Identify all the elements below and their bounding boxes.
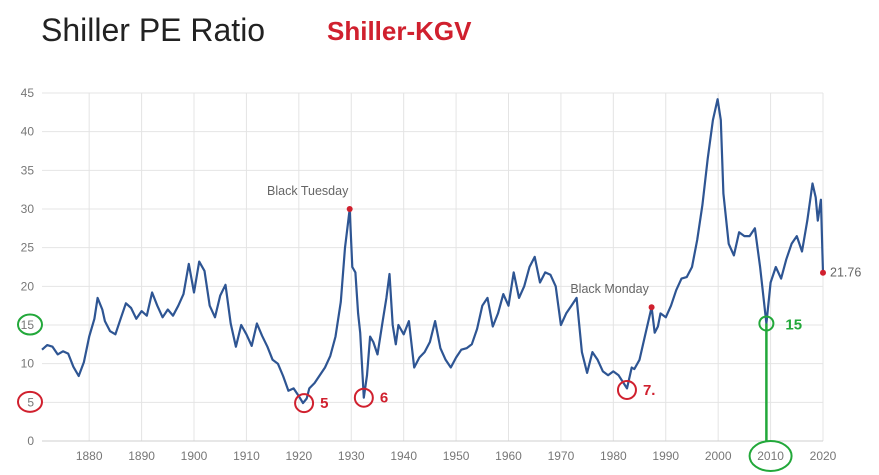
pe-ratio-series-line <box>41 98 825 405</box>
grid-layer <box>42 92 824 442</box>
low-circle <box>758 315 775 332</box>
y-tick-label: 15 <box>21 318 35 332</box>
y-tick-label: 10 <box>21 357 35 371</box>
trough-circle <box>353 387 374 408</box>
trough-circle <box>294 393 315 414</box>
y-axis-tick-circle <box>17 390 43 413</box>
x-tick-label: 1960 <box>495 449 522 463</box>
event-annotation: Black Monday <box>570 282 649 296</box>
x-tick-label: 1980 <box>600 449 627 463</box>
x-tick-label: 2010 <box>757 449 784 463</box>
trough-value-label: 7. <box>643 382 656 399</box>
x-tick-label: 1970 <box>548 449 575 463</box>
tick-layer: 0 5 10 15 20 25 30 35 40 45 1880 1890 1900 1910 1920 19… <box>21 86 837 463</box>
end-value-label: 21.76 <box>830 266 861 280</box>
x-tick-label: 1950 <box>443 449 470 463</box>
x-tick-label: 1990 <box>652 449 679 463</box>
y-tick-label: 5 <box>27 395 34 409</box>
y-tick-label: 40 <box>21 125 35 139</box>
x-tick-label: 2000 <box>705 449 732 463</box>
y-tick-label: 45 <box>21 86 35 100</box>
y-tick-label: 20 <box>21 279 35 293</box>
x-tick-label: 1920 <box>285 449 312 463</box>
x-tick-label: 2020 <box>810 449 837 463</box>
highlight-marker <box>820 269 826 276</box>
low-value-label: 15 <box>785 316 802 333</box>
x-tick-label: 1940 <box>390 449 417 463</box>
chart-title: Shiller PE Ratio <box>41 12 266 48</box>
x-tick-label: 1910 <box>233 449 260 463</box>
trough-value-label: 6 <box>380 390 388 407</box>
y-tick-label: 0 <box>27 434 34 448</box>
overlay-layer: Black Tuesday Black Monday 21.76 5 6 7. 15 <box>17 184 861 472</box>
x-tick-label: 1880 <box>76 449 103 463</box>
trough-value-label: 5 <box>320 395 328 412</box>
y-axis-tick-circle <box>17 313 43 336</box>
trough-circle <box>616 379 637 400</box>
event-annotation: Black Tuesday <box>267 184 349 198</box>
y-tick-label: 35 <box>21 163 35 177</box>
chart-subtitle: Shiller-KGV <box>327 16 472 46</box>
x-tick-label: 1900 <box>181 449 208 463</box>
highlight-marker <box>346 206 353 212</box>
y-tick-label: 25 <box>21 241 35 255</box>
highlight-marker <box>648 304 655 311</box>
line-layer <box>41 98 825 405</box>
x-tick-label: 1890 <box>128 449 155 463</box>
y-tick-label: 30 <box>21 202 35 216</box>
x-tick-label: 1930 <box>338 449 365 463</box>
x-axis-tick-circle <box>748 440 793 472</box>
